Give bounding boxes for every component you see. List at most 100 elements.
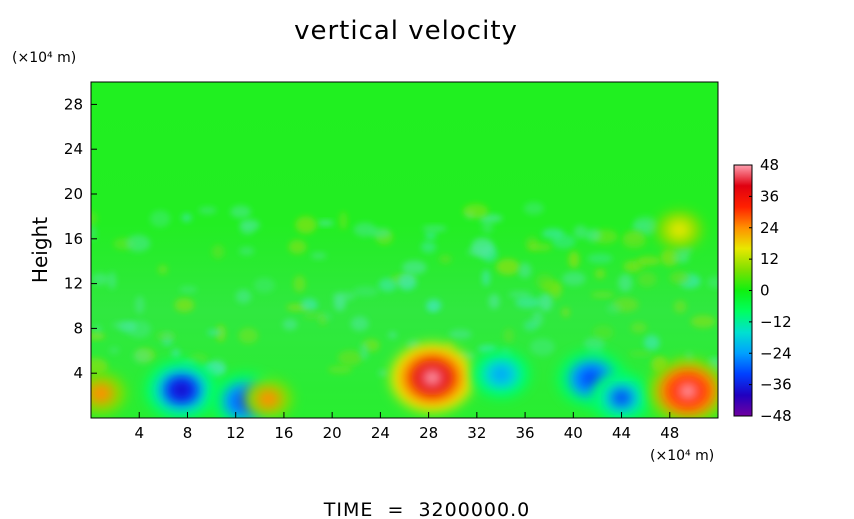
texture-blob bbox=[126, 234, 151, 252]
texture-blob bbox=[591, 291, 615, 299]
texture-blob bbox=[318, 314, 327, 326]
texture-blob bbox=[230, 205, 252, 219]
colorbar-tick-label: 12 bbox=[760, 250, 779, 268]
texture-blob bbox=[235, 289, 252, 304]
texture-blob bbox=[179, 286, 198, 294]
texture-blob bbox=[135, 295, 145, 314]
texture-blob bbox=[198, 206, 217, 215]
y-tick-label: 16 bbox=[64, 230, 83, 248]
texture-blob bbox=[109, 346, 120, 354]
texture-blob bbox=[332, 291, 356, 301]
texture-blob bbox=[353, 222, 377, 237]
texture-blob bbox=[624, 230, 643, 243]
x-tick-label: 36 bbox=[516, 424, 535, 442]
texture-blob bbox=[378, 369, 388, 377]
texture-blob bbox=[207, 329, 224, 336]
texture-blob bbox=[690, 315, 716, 328]
colorbar-tick-label: 24 bbox=[760, 219, 779, 237]
texture-blob bbox=[528, 243, 552, 252]
texture-blob bbox=[156, 331, 176, 341]
texture-blob bbox=[150, 210, 171, 228]
texture-blob bbox=[328, 365, 353, 374]
texture-blob bbox=[618, 274, 633, 292]
feature-downdraft bbox=[591, 372, 652, 418]
texture-blob bbox=[561, 307, 570, 318]
x-tick-label: 32 bbox=[467, 424, 486, 442]
feature-updraft bbox=[244, 379, 293, 418]
x-tick-label: 48 bbox=[660, 424, 679, 442]
texture-blob bbox=[339, 211, 348, 230]
texture-blob bbox=[562, 271, 586, 286]
feature-updraft bbox=[91, 372, 126, 415]
texture-blob bbox=[350, 316, 369, 332]
texture-blob bbox=[606, 303, 622, 314]
colorbar: 48 36 24 12 0 −12 −24 −36 −48 bbox=[733, 156, 792, 425]
feature-downdraft bbox=[144, 359, 219, 418]
texture-blob bbox=[478, 345, 497, 353]
feature-updraft bbox=[648, 358, 718, 418]
time-label: TIME = 3200000.0 bbox=[323, 499, 530, 519]
y-tick-label: 20 bbox=[64, 185, 83, 203]
texture-blob bbox=[388, 331, 397, 339]
texture-blob bbox=[542, 228, 564, 239]
y-axis-label: Height bbox=[28, 217, 52, 283]
feature-contour-updraft bbox=[678, 383, 698, 400]
texture-blob bbox=[523, 320, 538, 331]
feature-contour-updraft bbox=[668, 220, 691, 240]
colorbar-tick-label: 48 bbox=[760, 156, 779, 174]
texture-blob bbox=[630, 322, 647, 334]
texture-blob bbox=[378, 278, 398, 292]
texture-blob bbox=[91, 333, 106, 340]
texture-blob bbox=[212, 244, 225, 259]
feature-contour-updraft bbox=[421, 369, 443, 387]
texture-blob bbox=[466, 248, 491, 256]
texture-blob bbox=[174, 298, 195, 313]
texture-blob bbox=[158, 264, 168, 275]
y-tick-label: 28 bbox=[64, 95, 83, 113]
x-tick-label: 16 bbox=[274, 424, 293, 442]
colorbar-tick-label: −12 bbox=[760, 313, 792, 331]
texture-blob bbox=[311, 252, 327, 260]
texture-blob bbox=[462, 203, 489, 219]
texture-blob bbox=[288, 239, 307, 254]
texture-blob bbox=[518, 262, 532, 278]
texture-blob bbox=[239, 246, 255, 256]
texture-blob bbox=[508, 290, 532, 299]
texture-blob bbox=[91, 211, 97, 226]
colorbar-ticks: 48 36 24 12 0 −12 −24 −36 −48 bbox=[749, 156, 792, 425]
texture-blob bbox=[628, 350, 654, 357]
texture-blob bbox=[422, 225, 447, 232]
feature-contour-downdraft bbox=[491, 366, 511, 383]
texture-blob bbox=[515, 296, 541, 309]
texture-blob bbox=[91, 357, 108, 375]
texture-blob bbox=[337, 350, 363, 366]
texture-blob bbox=[293, 275, 306, 293]
y-axis-units: (×10⁴ m) bbox=[12, 50, 76, 66]
texture-blob bbox=[238, 327, 258, 344]
chart-title: vertical velocity bbox=[294, 16, 518, 46]
texture-blob bbox=[300, 298, 318, 312]
texture-blob bbox=[587, 253, 613, 264]
feature-layer bbox=[91, 210, 718, 418]
y-tick-label: 4 bbox=[73, 364, 83, 382]
texture-blob bbox=[295, 216, 317, 234]
plot-frame bbox=[90, 81, 719, 419]
texture-blob bbox=[488, 293, 500, 309]
y-tick-label: 8 bbox=[73, 319, 83, 337]
texture-blob bbox=[503, 328, 515, 344]
colorbar-tick-label: −48 bbox=[760, 407, 792, 425]
texture-blob bbox=[352, 286, 379, 297]
feature-contour-downdraft bbox=[172, 382, 191, 398]
texture-blob bbox=[181, 213, 192, 222]
plot-area bbox=[91, 82, 718, 418]
texture-blob bbox=[317, 220, 334, 226]
texture-blob bbox=[421, 241, 436, 253]
texture-blob bbox=[282, 318, 298, 331]
texture-blob bbox=[496, 258, 520, 275]
texture-blob bbox=[402, 260, 427, 275]
texture-blob bbox=[112, 321, 136, 329]
texture-blob bbox=[707, 276, 718, 289]
colorbar-tick-label: −36 bbox=[760, 376, 792, 394]
x-axis: 4 8 12 16 20 24 28 32 36 40 44 48 bbox=[134, 412, 679, 442]
texture-blob bbox=[133, 349, 152, 364]
